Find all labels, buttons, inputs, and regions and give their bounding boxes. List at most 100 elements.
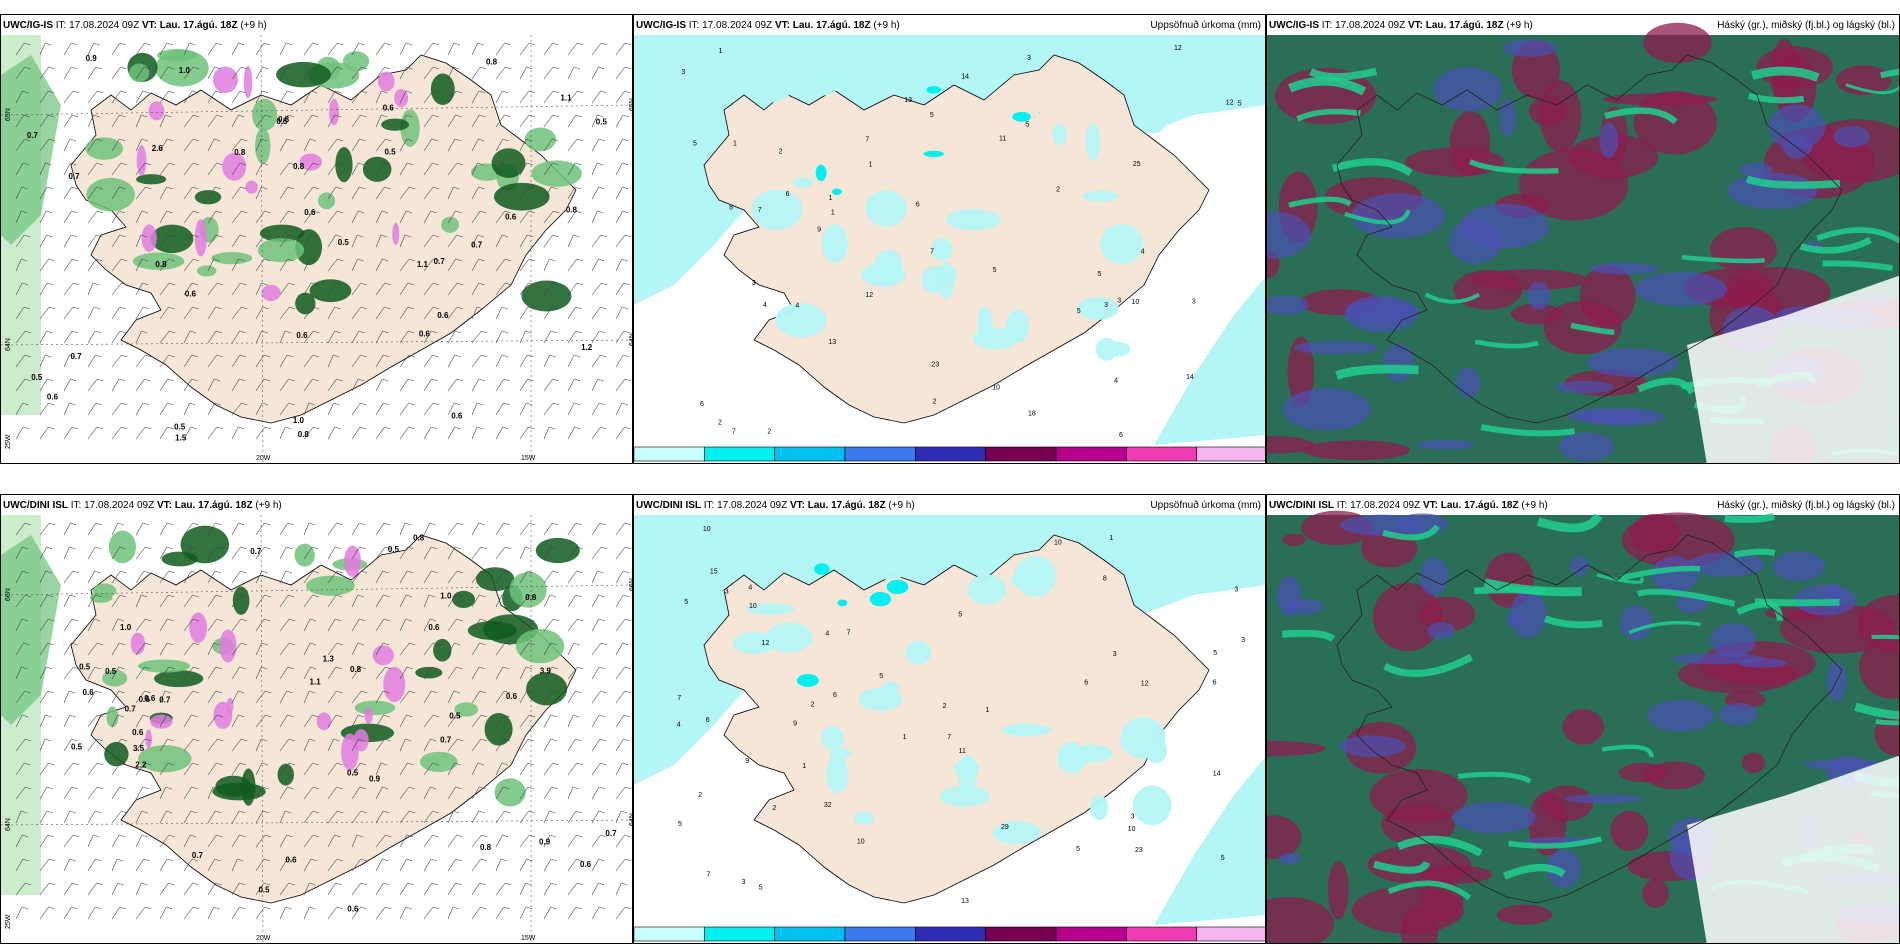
visibility-shade [129, 63, 150, 83]
wind-barb [591, 762, 601, 776]
wind-barb [119, 906, 127, 910]
wind-barb [423, 330, 432, 344]
wind-barb [384, 546, 392, 550]
wind-barb [303, 786, 314, 800]
precip-value: 10 [1132, 299, 1140, 306]
wind-barb [359, 522, 366, 526]
wind-barb [303, 738, 310, 752]
wind-barb [623, 282, 630, 286]
wind-barb [360, 906, 367, 910]
wind-barb [615, 234, 626, 248]
wind-barb [385, 906, 392, 910]
wind-barb [519, 714, 530, 728]
wind-barb [190, 834, 197, 838]
precip-shade [946, 209, 1001, 231]
wind-barb [312, 594, 319, 598]
wind-barb [63, 354, 70, 368]
visibility-shade [515, 628, 565, 664]
wind-barb [94, 666, 101, 670]
wind-barb [567, 114, 577, 128]
wind-barb [375, 42, 385, 56]
cloud-low [1433, 67, 1503, 112]
wind-barb [193, 666, 200, 670]
wind-barb [135, 114, 142, 128]
precip-value: 3 [1192, 298, 1196, 305]
precip-value: 15 [710, 569, 718, 576]
iceland-coastline [70, 54, 577, 424]
wind-barb [279, 642, 290, 656]
wind-barb [399, 306, 409, 320]
wind-barb [207, 906, 215, 920]
wind-barb [261, 642, 268, 646]
wind-barb [591, 210, 598, 224]
wind-barb [431, 666, 438, 670]
wind-barb [543, 690, 553, 704]
axis-label: 20W [256, 455, 271, 462]
wind-barb [453, 66, 460, 70]
wind-barb [575, 114, 583, 118]
wind-barb [97, 762, 104, 766]
wind-barb [327, 258, 338, 272]
legend-swatch [985, 446, 1057, 462]
wind-barb [135, 90, 144, 104]
precip-value: 3 [1131, 813, 1135, 820]
wind-barb [384, 66, 391, 70]
wind-barb [399, 786, 410, 800]
wind-barb [399, 618, 406, 632]
wind-barb [478, 90, 486, 94]
wind-barb [255, 522, 265, 536]
wind-barb [183, 90, 193, 104]
wind-barb [279, 90, 288, 104]
wind-barb [615, 258, 623, 272]
wind-barb [528, 282, 535, 286]
wind-barb [382, 786, 389, 790]
visibility-value: 0.8 [480, 843, 492, 852]
wind-barb [456, 570, 464, 574]
wind-barb [87, 426, 98, 440]
wind-barb [495, 258, 506, 272]
wind-barb [310, 858, 318, 862]
wind-barb [119, 642, 126, 646]
wind-barb [336, 138, 344, 142]
wind-barb [495, 426, 504, 440]
wind-barb [279, 714, 288, 728]
wind-barb [303, 234, 311, 248]
wind-barb [48, 114, 55, 118]
wind-barb [360, 114, 367, 118]
wind-barb [591, 858, 600, 872]
wind-barb [375, 330, 383, 344]
wind-barb [406, 138, 413, 142]
wind-barb [375, 546, 386, 560]
wind-barb [477, 306, 484, 310]
wind-barb [239, 354, 247, 358]
wind-barb [207, 426, 218, 440]
wind-barb [599, 906, 606, 910]
wind-barb [567, 906, 577, 920]
fog-shade [136, 145, 147, 176]
wind-barb [598, 186, 605, 190]
wind-barb [231, 882, 240, 896]
wind-barb [15, 834, 23, 848]
wind-barb [111, 834, 120, 848]
wind-barb [279, 834, 288, 848]
wind-barb [239, 810, 246, 814]
wind-barb [303, 642, 311, 656]
wind-barb [359, 786, 366, 790]
wind-barb [303, 810, 314, 824]
wind-barb [471, 90, 480, 104]
wind-barb [144, 378, 151, 382]
wind-barb [399, 594, 407, 608]
wind-barb [39, 618, 49, 632]
visibility-value: 1.3 [323, 655, 335, 664]
wind-barb [549, 258, 556, 262]
wind-barb [39, 834, 49, 848]
wind-barb [24, 138, 31, 142]
precip-value: 5 [993, 267, 997, 274]
wind-barb [505, 186, 512, 190]
wind-barb [447, 906, 454, 920]
visibility-shade [454, 702, 479, 717]
wind-barb [528, 210, 535, 214]
wind-barb [192, 90, 199, 94]
